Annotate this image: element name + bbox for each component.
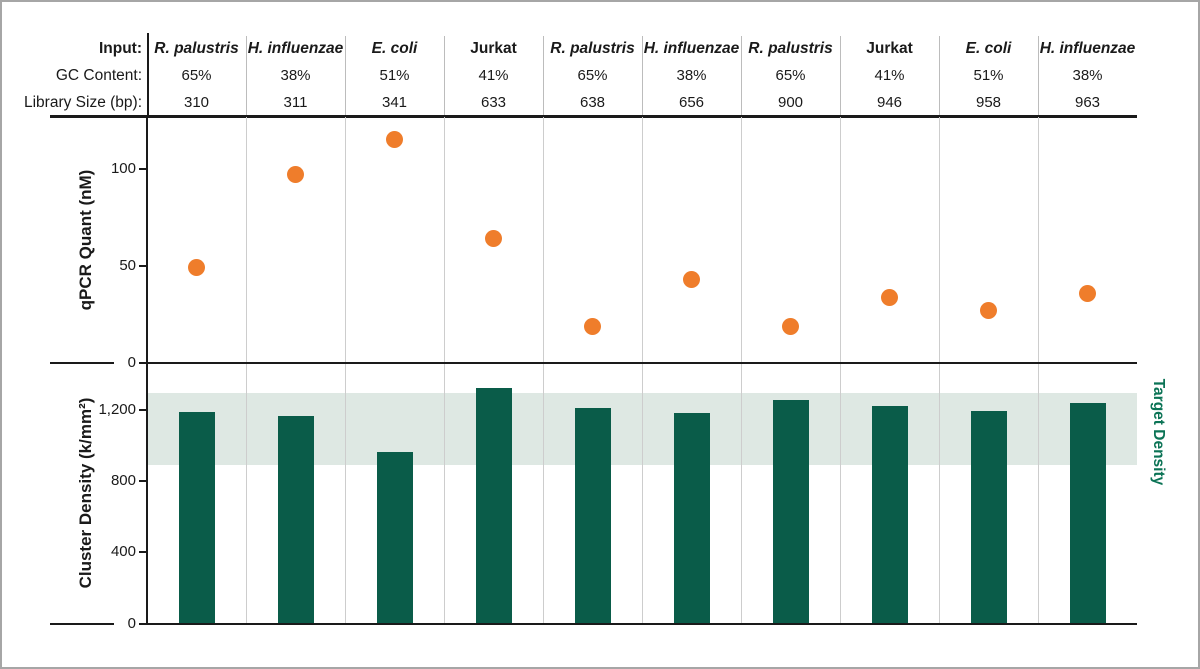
bottom-axis-left [50, 622, 114, 625]
header-column-divider [1038, 36, 1039, 115]
cluster-density-bar [574, 407, 611, 624]
header-gc-cell: 65% [775, 67, 806, 84]
cluster-density-tick-mark [139, 408, 147, 411]
header-gc-cell: 65% [577, 67, 608, 84]
cluster-density-bar [772, 399, 809, 624]
header-input-cell: H. influenzae [1039, 40, 1136, 57]
y-axis-line [146, 116, 148, 625]
header-library-size-cell: 900 [777, 94, 804, 111]
qpcr-quant-point [584, 317, 601, 335]
header-library-size-cell: 310 [183, 94, 210, 111]
header-bottom-rule [50, 115, 1137, 118]
column-gridline [543, 117, 544, 625]
header-library-size-cell: 656 [678, 94, 705, 111]
column-gridline [444, 117, 445, 625]
panel-separator [147, 362, 1137, 364]
qpcr-quant-point [188, 259, 205, 277]
cluster-density-bar [475, 388, 512, 624]
header-column-divider [642, 36, 643, 115]
header-row-label: Input: [98, 40, 142, 57]
header-input-cell: R. palustris [748, 40, 833, 57]
column-gridline [246, 117, 247, 625]
cluster-density-tick-label: 800 [110, 471, 136, 489]
cluster-density-bar [970, 411, 1007, 624]
header-library-size-cell: 638 [579, 94, 606, 111]
header-column-divider [939, 36, 940, 115]
qpcr-quant-point [881, 288, 898, 306]
qpcr-quant-point [782, 317, 799, 335]
header-gc-cell: 51% [379, 67, 410, 84]
header-row-label: GC Content: [55, 67, 142, 84]
cluster-density-bar [376, 452, 413, 624]
bottom-axis [147, 622, 1137, 625]
cluster-density-bar [277, 415, 314, 624]
qpcr-quant-point [683, 271, 700, 289]
qpcr-tick-label: 100 [110, 160, 136, 177]
header-label-divider [147, 33, 149, 115]
header-column-divider [840, 36, 841, 115]
header-gc-cell: 51% [973, 67, 1004, 84]
column-gridline [840, 117, 841, 625]
column-gridline [1038, 117, 1039, 625]
header-gc-cell: 41% [478, 67, 509, 84]
cluster-density-bar [673, 413, 710, 624]
header-column-divider [543, 36, 544, 115]
qpcr-tick-label: 50 [119, 257, 136, 274]
cluster-density-tick-mark [139, 551, 147, 554]
panel-separator-left [50, 362, 114, 364]
header-input-cell: Jurkat [470, 40, 517, 57]
cluster-density-axis-title: Cluster Density (k/mm²) [76, 397, 95, 589]
cluster-density-tick-label: 0 [127, 614, 136, 632]
qpcr-axis-title: qPCR Quant (nM) [76, 169, 95, 311]
header-input-cell: R. palustris [154, 40, 239, 57]
header-library-size-cell: 633 [480, 94, 507, 111]
header-gc-cell: 38% [1072, 67, 1103, 84]
header-input-cell: E. coli [371, 40, 418, 57]
header-library-size-cell: 341 [381, 94, 408, 111]
header-gc-cell: 65% [181, 67, 212, 84]
header-input-cell: E. coli [965, 40, 1012, 57]
header-input-cell: H. influenzae [643, 40, 740, 57]
qpcr-quant-point [287, 166, 304, 184]
header-gc-cell: 38% [676, 67, 707, 84]
cluster-density-tick-label: 1,200 [98, 400, 136, 418]
cluster-density-tick-label: 400 [110, 543, 136, 561]
column-gridline [345, 117, 346, 625]
header-column-divider [444, 36, 445, 115]
qpcr-quant-point [1079, 284, 1096, 302]
cluster-density-tick-mark [139, 479, 147, 482]
column-gridline [642, 117, 643, 625]
cluster-density-bar [871, 406, 908, 624]
header-library-size-cell: 963 [1074, 94, 1101, 111]
cluster-density-tick-mark [139, 622, 147, 625]
header-row-label: Library Size (bp): [23, 94, 142, 111]
header-gc-cell: 38% [280, 67, 311, 84]
qpcr-tick-mark [139, 265, 147, 267]
header-input-cell: R. palustris [550, 40, 635, 57]
qpcr-quant-point [386, 131, 403, 149]
qpcr-quant-point [980, 302, 997, 320]
column-gridline [741, 117, 742, 625]
header-library-size-cell: 311 [283, 94, 308, 111]
header-library-size-cell: 946 [876, 94, 903, 111]
qpcr-tick-mark [139, 362, 147, 364]
qpcr-quant-point [485, 230, 502, 248]
header-library-size-cell: 958 [975, 94, 1002, 111]
column-gridline [939, 117, 940, 625]
target-density-label: Target Density [1150, 378, 1167, 486]
header-input-cell: H. influenzae [247, 40, 344, 57]
header-column-divider [246, 36, 247, 115]
header-column-divider [345, 36, 346, 115]
header-column-divider [741, 36, 742, 115]
qpcr-tick-label: 0 [127, 354, 136, 371]
header-input-cell: Jurkat [866, 40, 913, 57]
qpcr-tick-mark [139, 168, 147, 170]
cluster-density-bar [178, 412, 215, 624]
cluster-density-bar [1069, 403, 1106, 624]
header-gc-cell: 41% [874, 67, 905, 84]
